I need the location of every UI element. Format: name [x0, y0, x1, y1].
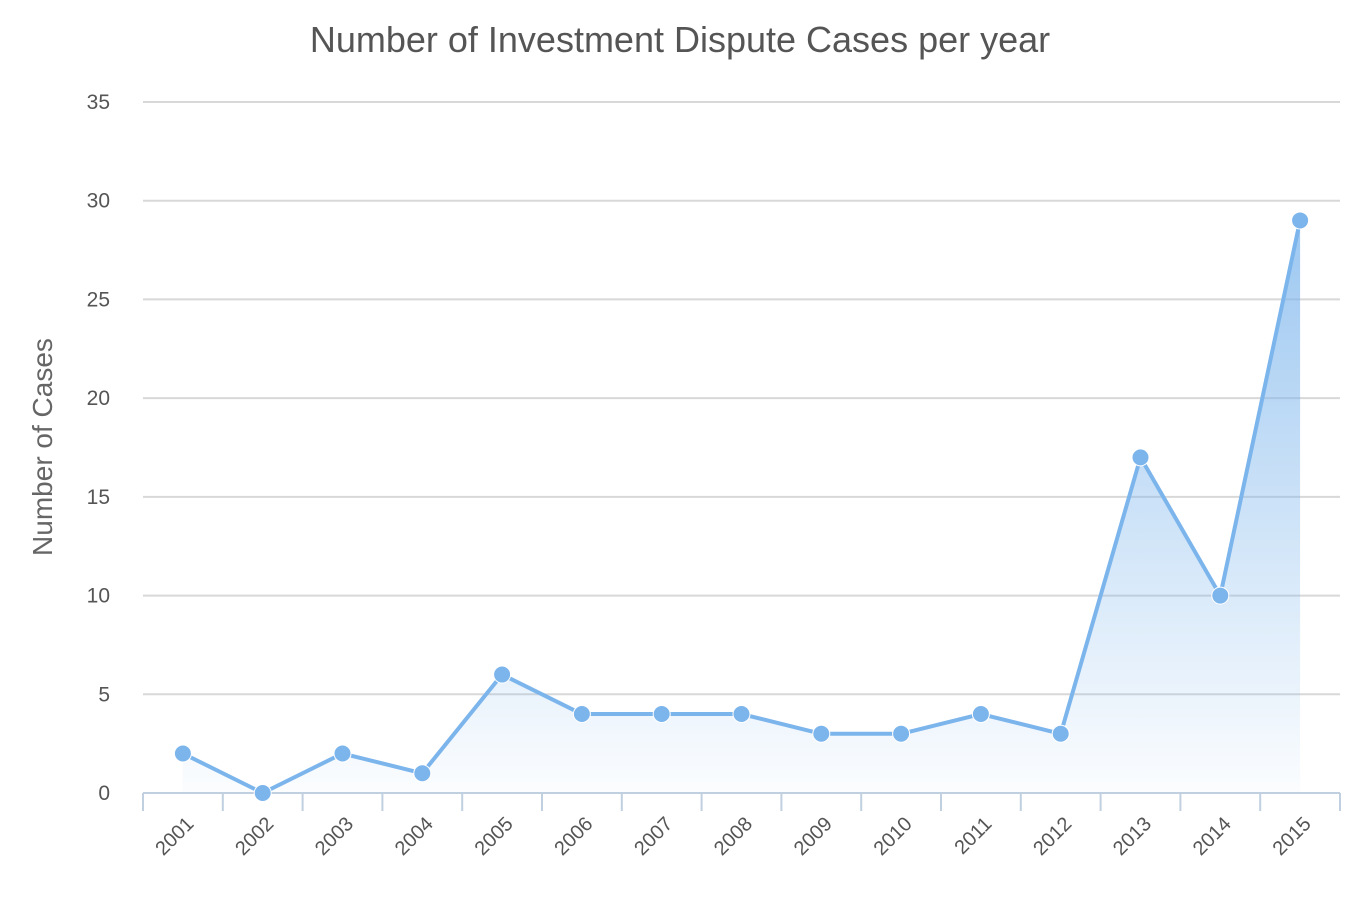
data-point-2010[interactable] — [892, 724, 911, 743]
data-point-2009[interactable] — [812, 724, 831, 743]
y-tick-label: 35 — [87, 91, 110, 114]
data-point-2014[interactable] — [1211, 586, 1230, 605]
data-point-2006[interactable] — [572, 705, 591, 724]
x-tick-label: 2013 — [1109, 813, 1156, 860]
x-tick-label: 2009 — [790, 813, 837, 860]
x-tick-label: 2008 — [710, 813, 757, 860]
y-tick-label: 20 — [87, 387, 110, 410]
x-tick-label: 2011 — [950, 813, 996, 859]
x-tick-label: 2015 — [1269, 813, 1316, 860]
gridlines — [143, 101, 1340, 696]
x-tick-label: 2007 — [630, 813, 677, 860]
chart-title: Number of Investment Dispute Cases per y… — [310, 19, 1050, 60]
y-tick-label: 10 — [87, 585, 110, 608]
y-axis-label: Number of Cases — [27, 338, 58, 556]
data-point-2003[interactable] — [333, 744, 352, 763]
data-point-2011[interactable] — [971, 705, 990, 724]
data-point-2004[interactable] — [413, 764, 432, 783]
x-axis — [142, 792, 1341, 811]
x-tick-label: 2005 — [471, 813, 518, 860]
series-area — [182, 220, 1301, 793]
x-tick-label: 2012 — [1029, 813, 1076, 860]
data-point-2008[interactable] — [732, 705, 751, 724]
y-tick-label: 0 — [98, 782, 110, 805]
data-point-2002[interactable] — [253, 784, 272, 802]
y-tick-label: 30 — [87, 190, 110, 213]
x-tick-label: 2002 — [231, 813, 278, 860]
x-tick-label: 2003 — [311, 813, 358, 860]
x-tick-label: 2014 — [1189, 813, 1236, 860]
x-tick-label: 2010 — [870, 813, 917, 860]
data-point-2012[interactable] — [1051, 724, 1070, 743]
y-axis-ticks: 0 5 10 15 20 25 30 35 — [87, 91, 110, 805]
data-point-2001[interactable] — [173, 744, 192, 763]
x-tick-label: 2006 — [550, 813, 597, 860]
area-fill-layer — [182, 220, 1301, 793]
x-tick-label: 2004 — [391, 813, 438, 860]
data-point-2007[interactable] — [652, 705, 671, 724]
y-tick-label: 5 — [98, 683, 110, 706]
x-axis-ticks: 2001 2002 2003 2004 2005 2006 2007 2008 2009 2010… — [151, 813, 1315, 860]
data-point-2015[interactable] — [1291, 211, 1310, 230]
y-tick-label: 15 — [87, 486, 110, 509]
data-point-2005[interactable] — [493, 665, 512, 684]
y-tick-label: 25 — [87, 288, 110, 311]
data-points — [173, 211, 1310, 802]
data-point-2013[interactable] — [1131, 448, 1150, 467]
x-tick-label: 2001 — [151, 813, 198, 860]
